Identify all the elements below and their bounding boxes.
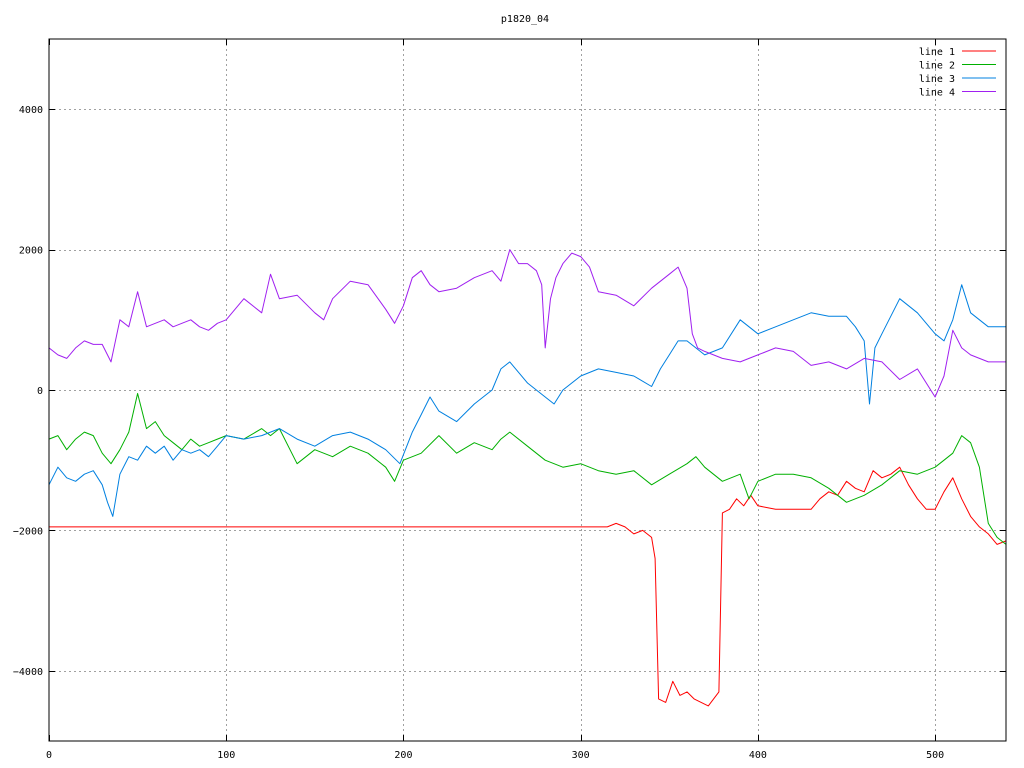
series-line-2 — [48, 393, 1007, 545]
legend-label-1: line 1 — [919, 47, 955, 58]
series-line-4 — [48, 249, 1006, 398]
y-tick-label: −4000 — [13, 667, 43, 678]
legend: line 1 line 2 line 3 line 4 — [919, 47, 996, 99]
series-line-1 — [49, 466, 1007, 707]
legend-label-3: line 3 — [919, 74, 955, 85]
y-tick-label: −2000 — [13, 526, 43, 537]
chart-title: p1820_04 — [501, 14, 549, 25]
x-tick-label: 0 — [46, 750, 52, 761]
x-tick-label: 400 — [749, 750, 767, 761]
x-tick-label: 100 — [217, 750, 235, 761]
x-tick-label: 300 — [572, 750, 590, 761]
y-tick-label: 4000 — [19, 105, 43, 116]
x-axis-ticks: 0 100 200 300 400 500 — [46, 39, 944, 761]
grid — [49, 39, 1006, 741]
legend-label-4: line 4 — [919, 88, 955, 99]
y-axis-ticks: −4000 −2000 0 2000 4000 — [13, 105, 1006, 678]
legend-label-2: line 2 — [919, 61, 955, 72]
series-lines — [48, 249, 1007, 707]
x-tick-label: 200 — [394, 750, 412, 761]
y-tick-label: 2000 — [19, 246, 43, 257]
x-tick-label: 500 — [926, 750, 944, 761]
series-line-3 — [48, 284, 1006, 517]
y-tick-label: 0 — [37, 386, 43, 397]
